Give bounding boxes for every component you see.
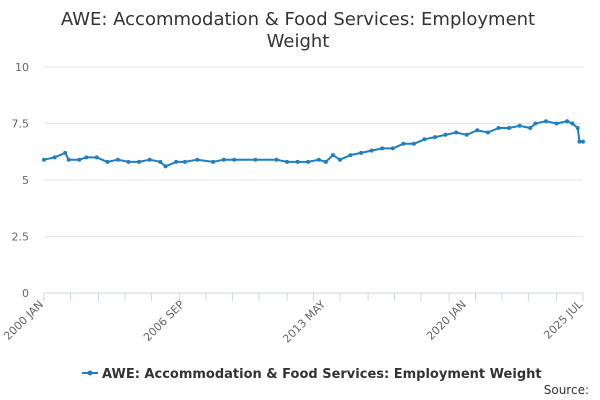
data-point [137,159,142,164]
data-point [533,121,538,126]
data-point [77,157,82,162]
data-point [390,146,395,151]
data-point [330,153,335,158]
data-point [52,155,57,160]
data-point [554,121,559,126]
data-point [577,139,582,144]
data-point [42,157,46,162]
data-point [485,130,490,135]
data-point [63,150,68,155]
data-point [528,126,533,130]
data-point [507,126,511,130]
data-point [464,132,469,137]
data-point [316,157,321,162]
x-tick-label: 2020 JAN [424,298,469,343]
data-point [359,150,364,155]
data-point [211,159,216,164]
y-tick-label: 7.5 [12,118,30,131]
x-tick-label: 2000 JAN [1,298,46,343]
series-layer [42,119,585,169]
series-line [43,120,583,168]
data-point [174,159,179,164]
data-point [475,128,480,133]
x-tick-label: 2006 SEP [141,298,187,344]
legend-point-marker [87,370,93,376]
data-point [232,157,237,162]
source-label: Source: [544,383,589,397]
data-point [158,159,163,164]
x-axis: 2000 JAN 2006 SEP 2013 MAY 2020 JAN 2025 JUL [1,292,586,346]
data-point [195,157,200,162]
data-point [348,153,353,158]
data-point [581,139,585,144]
data-point [94,155,99,160]
legend[interactable]: AWE: Accommodation & Food Services: Empl… [82,367,542,382]
y-tick-label: 5 [22,174,29,187]
data-point [369,148,374,153]
x-tick-label: 2025 JUL [541,297,585,341]
data-point [496,126,501,130]
data-point [84,155,89,160]
y-tick-label: 0 [22,287,29,300]
data-point [163,164,168,169]
data-point [147,157,152,162]
data-point [253,157,258,162]
data-point [575,126,580,130]
x-tick-label: 2013 MAY [280,298,328,346]
data-point [544,119,548,124]
data-point [306,159,311,164]
data-point [433,135,437,140]
data-point [182,159,187,164]
data-point [116,157,120,162]
data-point [570,121,575,126]
data-point [380,146,385,151]
data-point [517,123,522,128]
data-point [422,137,427,142]
data-point [443,132,448,137]
y-axis-labels: 0 2.5 5 7.5 10 [12,61,30,300]
data-point [105,159,110,164]
data-point [66,157,71,162]
data-point [285,159,290,164]
data-point [337,157,342,162]
data-point [454,130,459,135]
chart-title-line-1: AWE: Accommodation & Food Services: Empl… [61,9,535,30]
data-point [411,141,416,146]
grid-lines [44,66,583,237]
data-point [323,159,328,164]
legend-label: AWE: Accommodation & Food Services: Empl… [102,367,542,382]
data-point [221,157,226,162]
chart-title-line-2: Weight [267,31,330,52]
y-tick-label: 10 [15,61,29,74]
data-point [274,157,279,162]
data-point [126,159,131,164]
y-tick-label: 2.5 [12,231,30,244]
data-point [565,119,570,124]
data-point [295,159,300,164]
data-point [401,141,406,146]
